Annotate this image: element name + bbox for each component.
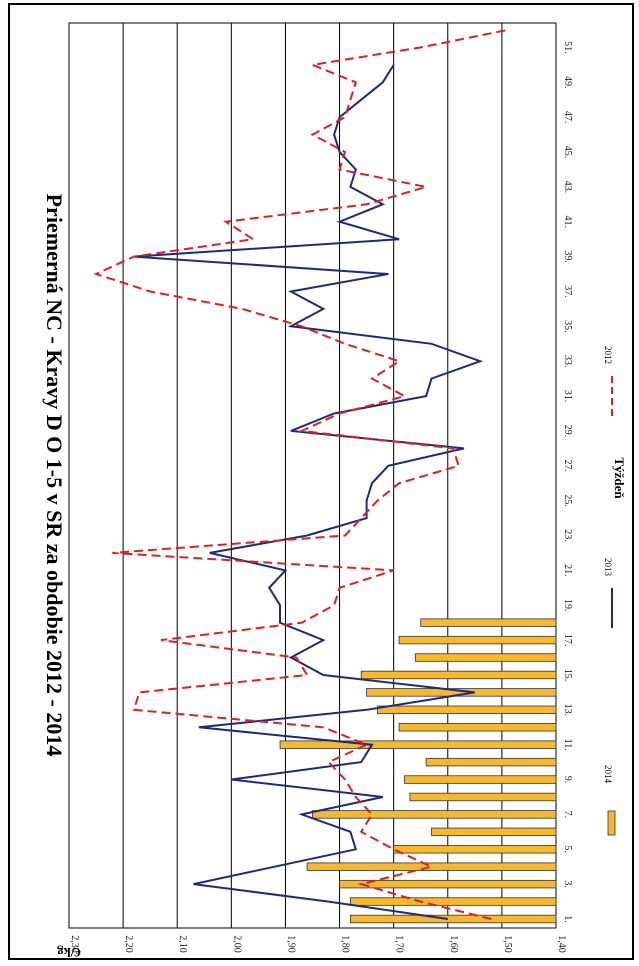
x-tick-label: 11. xyxy=(562,739,573,751)
legend: 2014 2013 2012 xyxy=(603,346,616,836)
chart-frame xyxy=(8,3,634,960)
bar-2014 xyxy=(404,775,557,784)
bar-2014 xyxy=(398,635,557,645)
legend-label-2012: 2012 xyxy=(603,346,613,364)
line-2012 xyxy=(93,29,508,920)
x-tick-label: 19. xyxy=(562,599,573,612)
x-tick-label: 45. xyxy=(562,146,573,159)
y-tick-labels: 1,40 1,50 1,60 1,70 1,80 1,90 2,00 2,10 2,20 2,30 xyxy=(69,935,567,953)
y-tick-label: 1,70 xyxy=(394,935,405,953)
y-tick-label: 2,10 xyxy=(177,935,188,953)
y-tick-label: 1,60 xyxy=(448,935,459,953)
plot-area xyxy=(68,22,557,929)
x-tick-label: 47. xyxy=(562,111,573,124)
x-tick-label: 29. xyxy=(562,425,573,438)
bar-2014 xyxy=(349,897,557,906)
gridlines xyxy=(122,23,503,928)
bar-2014 xyxy=(398,723,557,732)
x-tick-label: 9. xyxy=(562,776,573,784)
x-tick-label: 7. xyxy=(562,811,573,819)
x-tick-label: 27. xyxy=(562,460,573,473)
x-tick-label: 15. xyxy=(562,669,573,682)
bar-2014 xyxy=(339,879,557,889)
bar-2014 xyxy=(431,827,557,837)
x-tick-label: 37. xyxy=(562,285,573,298)
y-axis-label: €/kg xyxy=(57,945,81,960)
x-tick-label: 35. xyxy=(562,320,573,333)
line-2013 xyxy=(133,64,484,920)
x-tick-label: 13. xyxy=(562,704,573,717)
chart-title: Priemerná NC - Kravy D O 1-5 v SR za obd… xyxy=(42,194,67,757)
bar-2014 xyxy=(349,914,557,924)
y-tick-label: 2,30 xyxy=(69,935,80,953)
bar-2014 xyxy=(366,688,557,697)
x-tick-label: 31. xyxy=(562,390,573,403)
bar-2014 xyxy=(420,618,557,627)
x-tick-label: 43. xyxy=(562,181,573,194)
y-tick-label: 2,20 xyxy=(123,935,134,953)
x-tick-label: 3. xyxy=(562,880,573,888)
legend-label-2013: 2013 xyxy=(603,558,613,577)
x-tick-label: 33. xyxy=(562,355,573,368)
bar-2014 xyxy=(306,862,557,871)
y-tick-label: 1,90 xyxy=(285,935,296,953)
series-2014-bars xyxy=(279,618,557,924)
x-tick-label: 23. xyxy=(562,529,573,542)
y-tick-label: 2,00 xyxy=(231,935,242,953)
x-axis-label: Týždeň xyxy=(612,457,627,499)
legend-label-2014: 2014 xyxy=(603,765,613,784)
bar-2014 xyxy=(360,670,557,680)
bar-2014 xyxy=(393,845,557,854)
x-tick-label: 25. xyxy=(562,494,573,507)
line-series xyxy=(93,29,508,920)
y-tick-label: 1,80 xyxy=(340,935,351,953)
bar-2014 xyxy=(414,653,557,662)
x-tick-label: 39. xyxy=(562,250,573,263)
x-tick-label: 17. xyxy=(562,634,573,647)
legend-swatch-2014 xyxy=(607,810,616,836)
x-tick-label: 21. xyxy=(562,564,573,577)
x-tick-label: 5. xyxy=(562,846,573,854)
x-tick-label: 51. xyxy=(562,41,573,54)
x-tick-label: 41. xyxy=(562,215,573,228)
bar-2014 xyxy=(312,810,557,819)
x-tick-label: 1. xyxy=(562,915,573,923)
y-tick-label: 1,50 xyxy=(502,935,513,953)
bar-2014 xyxy=(425,757,557,767)
x-tick-label: 49. xyxy=(562,76,573,89)
y-tick-label: 1,40 xyxy=(556,935,567,953)
x-tick-labels: 1. 3. 5. 7. 9. 11. 13. 15. 17. 19. 21. 23. 25. 27. 29.… xyxy=(562,41,573,923)
bar-2014 xyxy=(279,740,557,749)
bar-2014 xyxy=(409,792,557,802)
bar-2014 xyxy=(377,705,557,715)
